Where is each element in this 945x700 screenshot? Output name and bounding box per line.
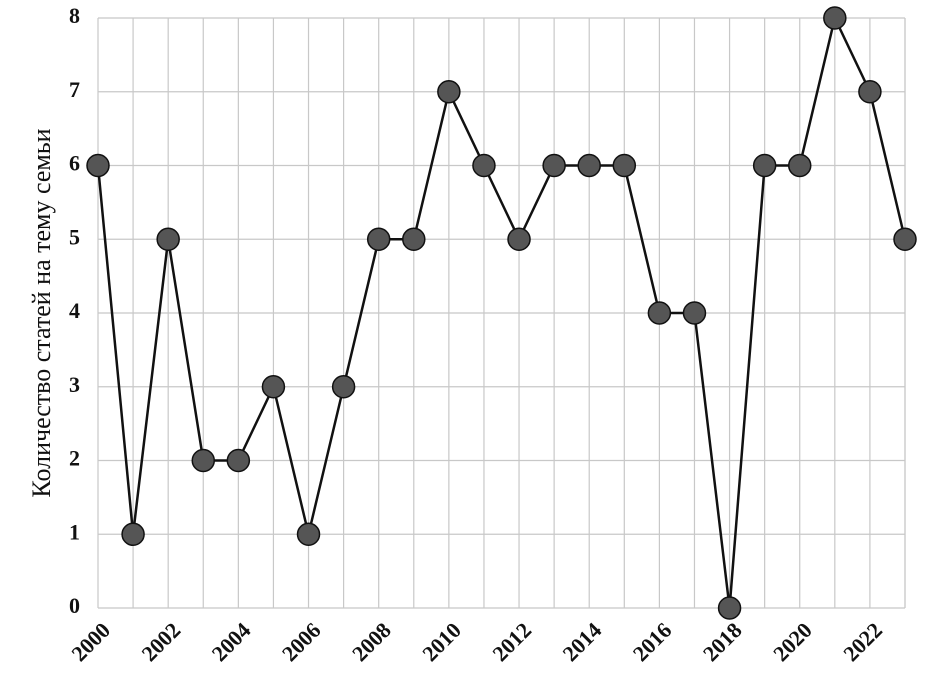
marker — [226, 448, 251, 473]
marker — [366, 227, 391, 251]
marker — [437, 80, 461, 104]
x-tick-label: 2008 — [347, 617, 396, 666]
marker — [752, 153, 777, 178]
marker — [86, 153, 110, 178]
marker — [191, 448, 216, 473]
x-tick-label: 2018 — [698, 617, 747, 666]
x-tick-label: 2014 — [558, 617, 607, 666]
y-axis-label: Количество статей на тему семьи — [27, 128, 56, 497]
marker — [787, 153, 812, 178]
marker — [647, 301, 672, 325]
marker — [823, 6, 847, 30]
marker — [472, 153, 496, 178]
x-tick-label: 2004 — [207, 617, 256, 666]
x-tick-label: 2016 — [628, 617, 677, 666]
y-tick-label: 2 — [69, 446, 80, 471]
x-tick-label: 2012 — [487, 617, 536, 666]
marker — [858, 80, 882, 104]
y-tick-label: 6 — [69, 151, 80, 176]
y-tick-label: 4 — [69, 298, 80, 323]
y-tick-label: 5 — [69, 224, 80, 249]
marker — [542, 153, 566, 178]
y-tick-label: 7 — [69, 77, 80, 102]
x-tick-label: 2020 — [768, 617, 817, 666]
x-tick-label: 2006 — [277, 617, 326, 666]
marker — [577, 153, 601, 178]
marker — [331, 375, 356, 399]
marker — [121, 522, 145, 546]
y-tick-label: 3 — [69, 372, 80, 397]
x-tick-label: 2000 — [66, 617, 115, 666]
marker — [402, 227, 426, 251]
marker — [682, 301, 707, 325]
y-tick-label: 8 — [69, 3, 80, 28]
x-tick-label: 2010 — [417, 617, 466, 666]
marker — [717, 596, 742, 620]
y-tick-label: 1 — [69, 519, 80, 544]
marker — [156, 227, 180, 251]
marker — [612, 153, 637, 178]
y-tick-label: 0 — [69, 593, 80, 618]
x-tick-label: 2022 — [838, 617, 887, 666]
marker — [507, 227, 531, 251]
marker — [261, 375, 286, 399]
x-tick-label: 2002 — [136, 617, 185, 666]
marker — [296, 522, 321, 546]
marker — [893, 227, 917, 251]
